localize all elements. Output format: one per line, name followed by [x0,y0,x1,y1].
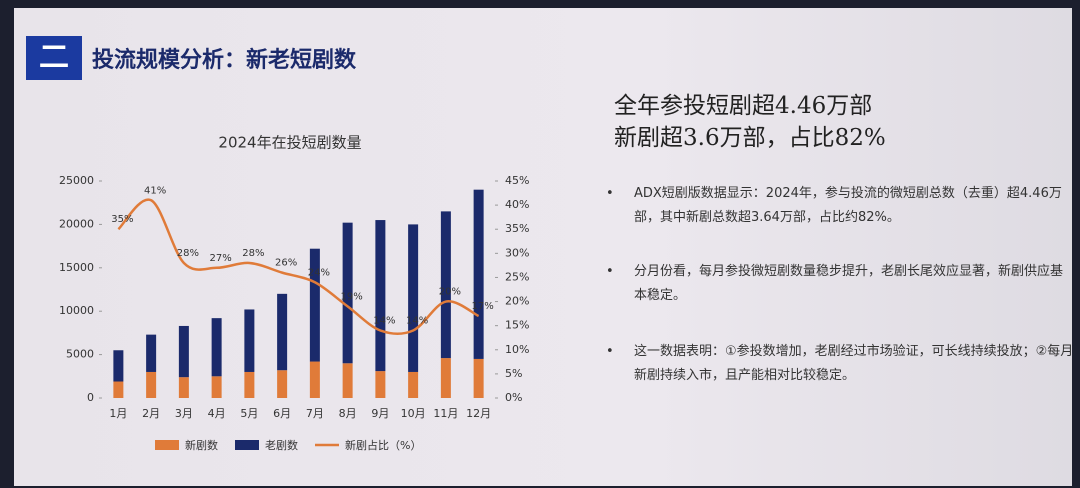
bar [211,376,222,398]
y2-tick-label: 10% [505,343,529,356]
legend-label: 新剧占比（%） [345,438,421,452]
headline-line: 全年参投短剧超4.46万部 [614,93,873,119]
line [117,198,480,336]
bar [178,377,189,398]
bar [440,358,451,398]
y-tick-label: 0 [87,391,94,404]
slide: 二 投流规模分析：新老短剧数 全年参投短剧超4.46万部 新剧超3.6万部，占比… [14,8,1074,486]
y2-tick-label: 0% [505,391,522,404]
x-tick-label: 8月 [339,407,357,420]
bar [375,220,386,372]
bar [408,371,419,398]
section-badge: 二 [26,36,82,80]
y-tick-label: 20000 [59,217,94,230]
x-tick-label: 5月 [240,407,258,420]
bar [342,363,353,398]
y2-tick-label: 45% [505,174,529,187]
slide-title: 投流规模分析：新老短剧数 [92,48,357,73]
bar [440,211,451,359]
y-tick-label: 10000 [59,304,94,317]
data-label: 27% [210,253,232,264]
data-label: 26% [275,258,297,269]
bar [277,370,288,398]
data-label: 19% [341,291,363,302]
y2-tick-label: 25% [505,270,529,283]
chart-title: 2024年在投短剧数量 [218,134,361,152]
data-label: 24% [308,267,330,278]
bar [178,325,189,378]
x-tick-label: 9月 [371,407,389,420]
bar [342,222,353,364]
data-label: 20% [439,287,461,298]
bar [375,371,386,398]
y-tick-label: 5000 [66,348,94,361]
bar [244,371,255,398]
data-label: 41% [144,185,166,196]
bar [408,224,419,372]
y-tick-label: 15000 [59,261,94,274]
bullet: 分月份看，每月参投微短剧数量稳步提升，老剧长尾效应显著，新剧供应基本稳定。 [606,260,1074,308]
x-tick-label: 1月 [109,407,127,420]
y2-tick-label: 35% [505,222,529,235]
data-label: 14% [373,315,395,326]
y2-tick-label: 5% [505,367,522,380]
legend-label: 新剧数 [185,438,218,452]
data-label: 28% [177,248,199,259]
data-label: 14% [406,315,428,326]
y2-tick-label: 15% [505,319,529,332]
y2-tick-label: 40% [505,198,529,211]
y-tick-label: 25000 [59,174,94,187]
bar [473,189,484,359]
bar [473,358,484,398]
x-tick-label: 12月 [466,407,491,420]
y2-tick-label: 20% [505,295,529,308]
x-tick-label: 10月 [401,407,426,420]
bar [146,371,157,398]
legend-swatch [235,440,259,450]
bar [309,248,320,362]
data-label: 17% [472,301,494,312]
data-label: 28% [242,248,264,259]
x-tick-label: 3月 [175,407,193,420]
x-tick-label: 11月 [433,407,458,420]
bar [113,381,124,398]
bar [309,361,320,398]
legend-swatch [155,440,179,450]
x-tick-label: 6月 [273,407,291,420]
x-tick-label: 2月 [142,407,160,420]
x-tick-label: 7月 [306,407,324,420]
bullet: 这一数据表明：①参投数增加，老剧经过市场验证，可长线持续投放；②每月新剧持续入市… [606,340,1074,388]
y2-tick-label: 30% [505,246,529,259]
bar [211,318,222,377]
bar [146,334,157,372]
x-tick-label: 4月 [208,407,226,420]
headline: 全年参投短剧超4.46万部 新剧超3.6万部，占比82% [614,90,886,154]
legend-label: 老剧数 [265,439,298,452]
bar [244,309,255,372]
bar [277,293,288,371]
headline-line: 新剧超3.6万部，占比82% [614,125,886,151]
bullet: ADX短剧版数据显示：2024年，参与投流的微短剧总数（去重）超4.46万部，其… [606,182,1074,230]
data-label: 35% [111,214,133,225]
bar [113,350,124,382]
